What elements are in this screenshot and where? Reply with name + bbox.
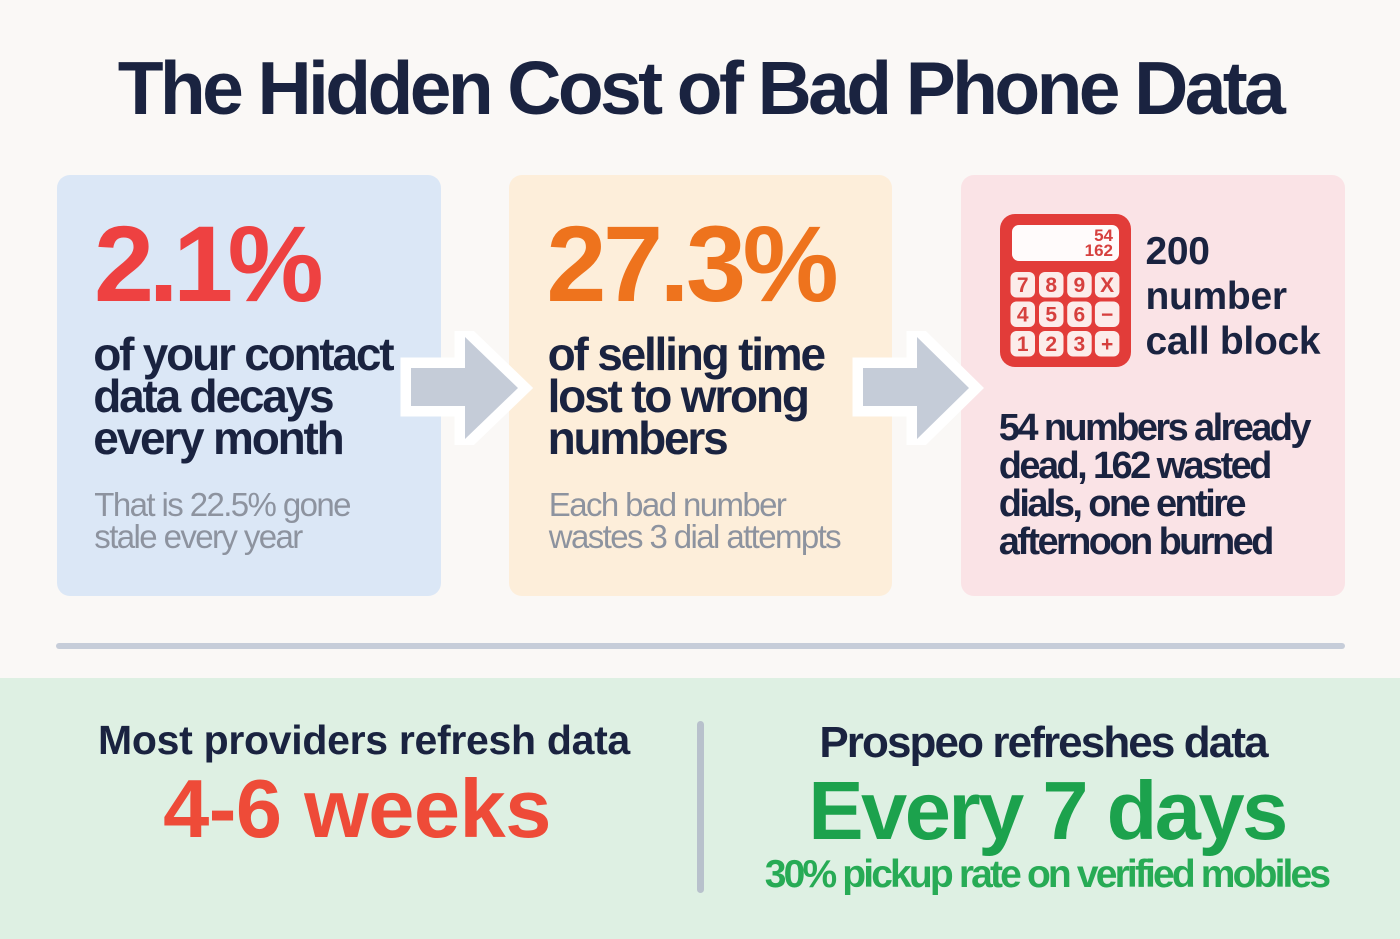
svg-text:162: 162 xyxy=(1085,241,1113,260)
svg-text:2: 2 xyxy=(1045,333,1057,356)
svg-text:7: 7 xyxy=(1017,274,1029,297)
svg-text:8: 8 xyxy=(1045,274,1057,297)
svg-text:+: + xyxy=(1101,333,1113,356)
svg-text:3: 3 xyxy=(1074,333,1086,356)
svg-text:6: 6 xyxy=(1074,304,1086,327)
svg-text:54: 54 xyxy=(1094,226,1113,245)
svg-text:9: 9 xyxy=(1074,274,1086,297)
svg-text:1: 1 xyxy=(1017,333,1029,356)
svg-text:4: 4 xyxy=(1017,304,1029,327)
svg-text:−: − xyxy=(1101,304,1113,327)
svg-text:X: X xyxy=(1100,274,1114,297)
svg-text:5: 5 xyxy=(1045,304,1057,327)
